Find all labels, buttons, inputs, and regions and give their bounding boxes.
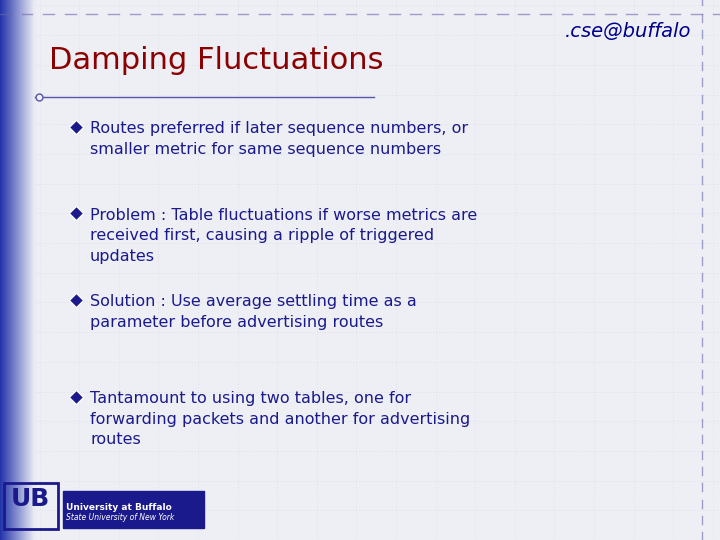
Text: Problem : Table fluctuations if worse metrics are
received first, causing a ripp: Problem : Table fluctuations if worse me… bbox=[90, 208, 477, 264]
Text: State University of New York: State University of New York bbox=[66, 513, 174, 522]
Text: University at Buffalo: University at Buffalo bbox=[66, 503, 172, 512]
Text: .cse@buffalo: .cse@buffalo bbox=[564, 22, 691, 40]
Text: Damping Fluctuations: Damping Fluctuations bbox=[49, 46, 384, 75]
Text: UB: UB bbox=[11, 488, 50, 511]
Text: Routes preferred if later sequence numbers, or
smaller metric for same sequence : Routes preferred if later sequence numbe… bbox=[90, 122, 468, 157]
Bar bbox=[63, 491, 204, 528]
Text: Solution : Use average settling time as a
parameter before advertising routes: Solution : Use average settling time as … bbox=[90, 294, 417, 330]
Bar bbox=[4, 483, 58, 529]
Text: Tantamount to using two tables, one for
forwarding packets and another for adver: Tantamount to using two tables, one for … bbox=[90, 392, 470, 447]
